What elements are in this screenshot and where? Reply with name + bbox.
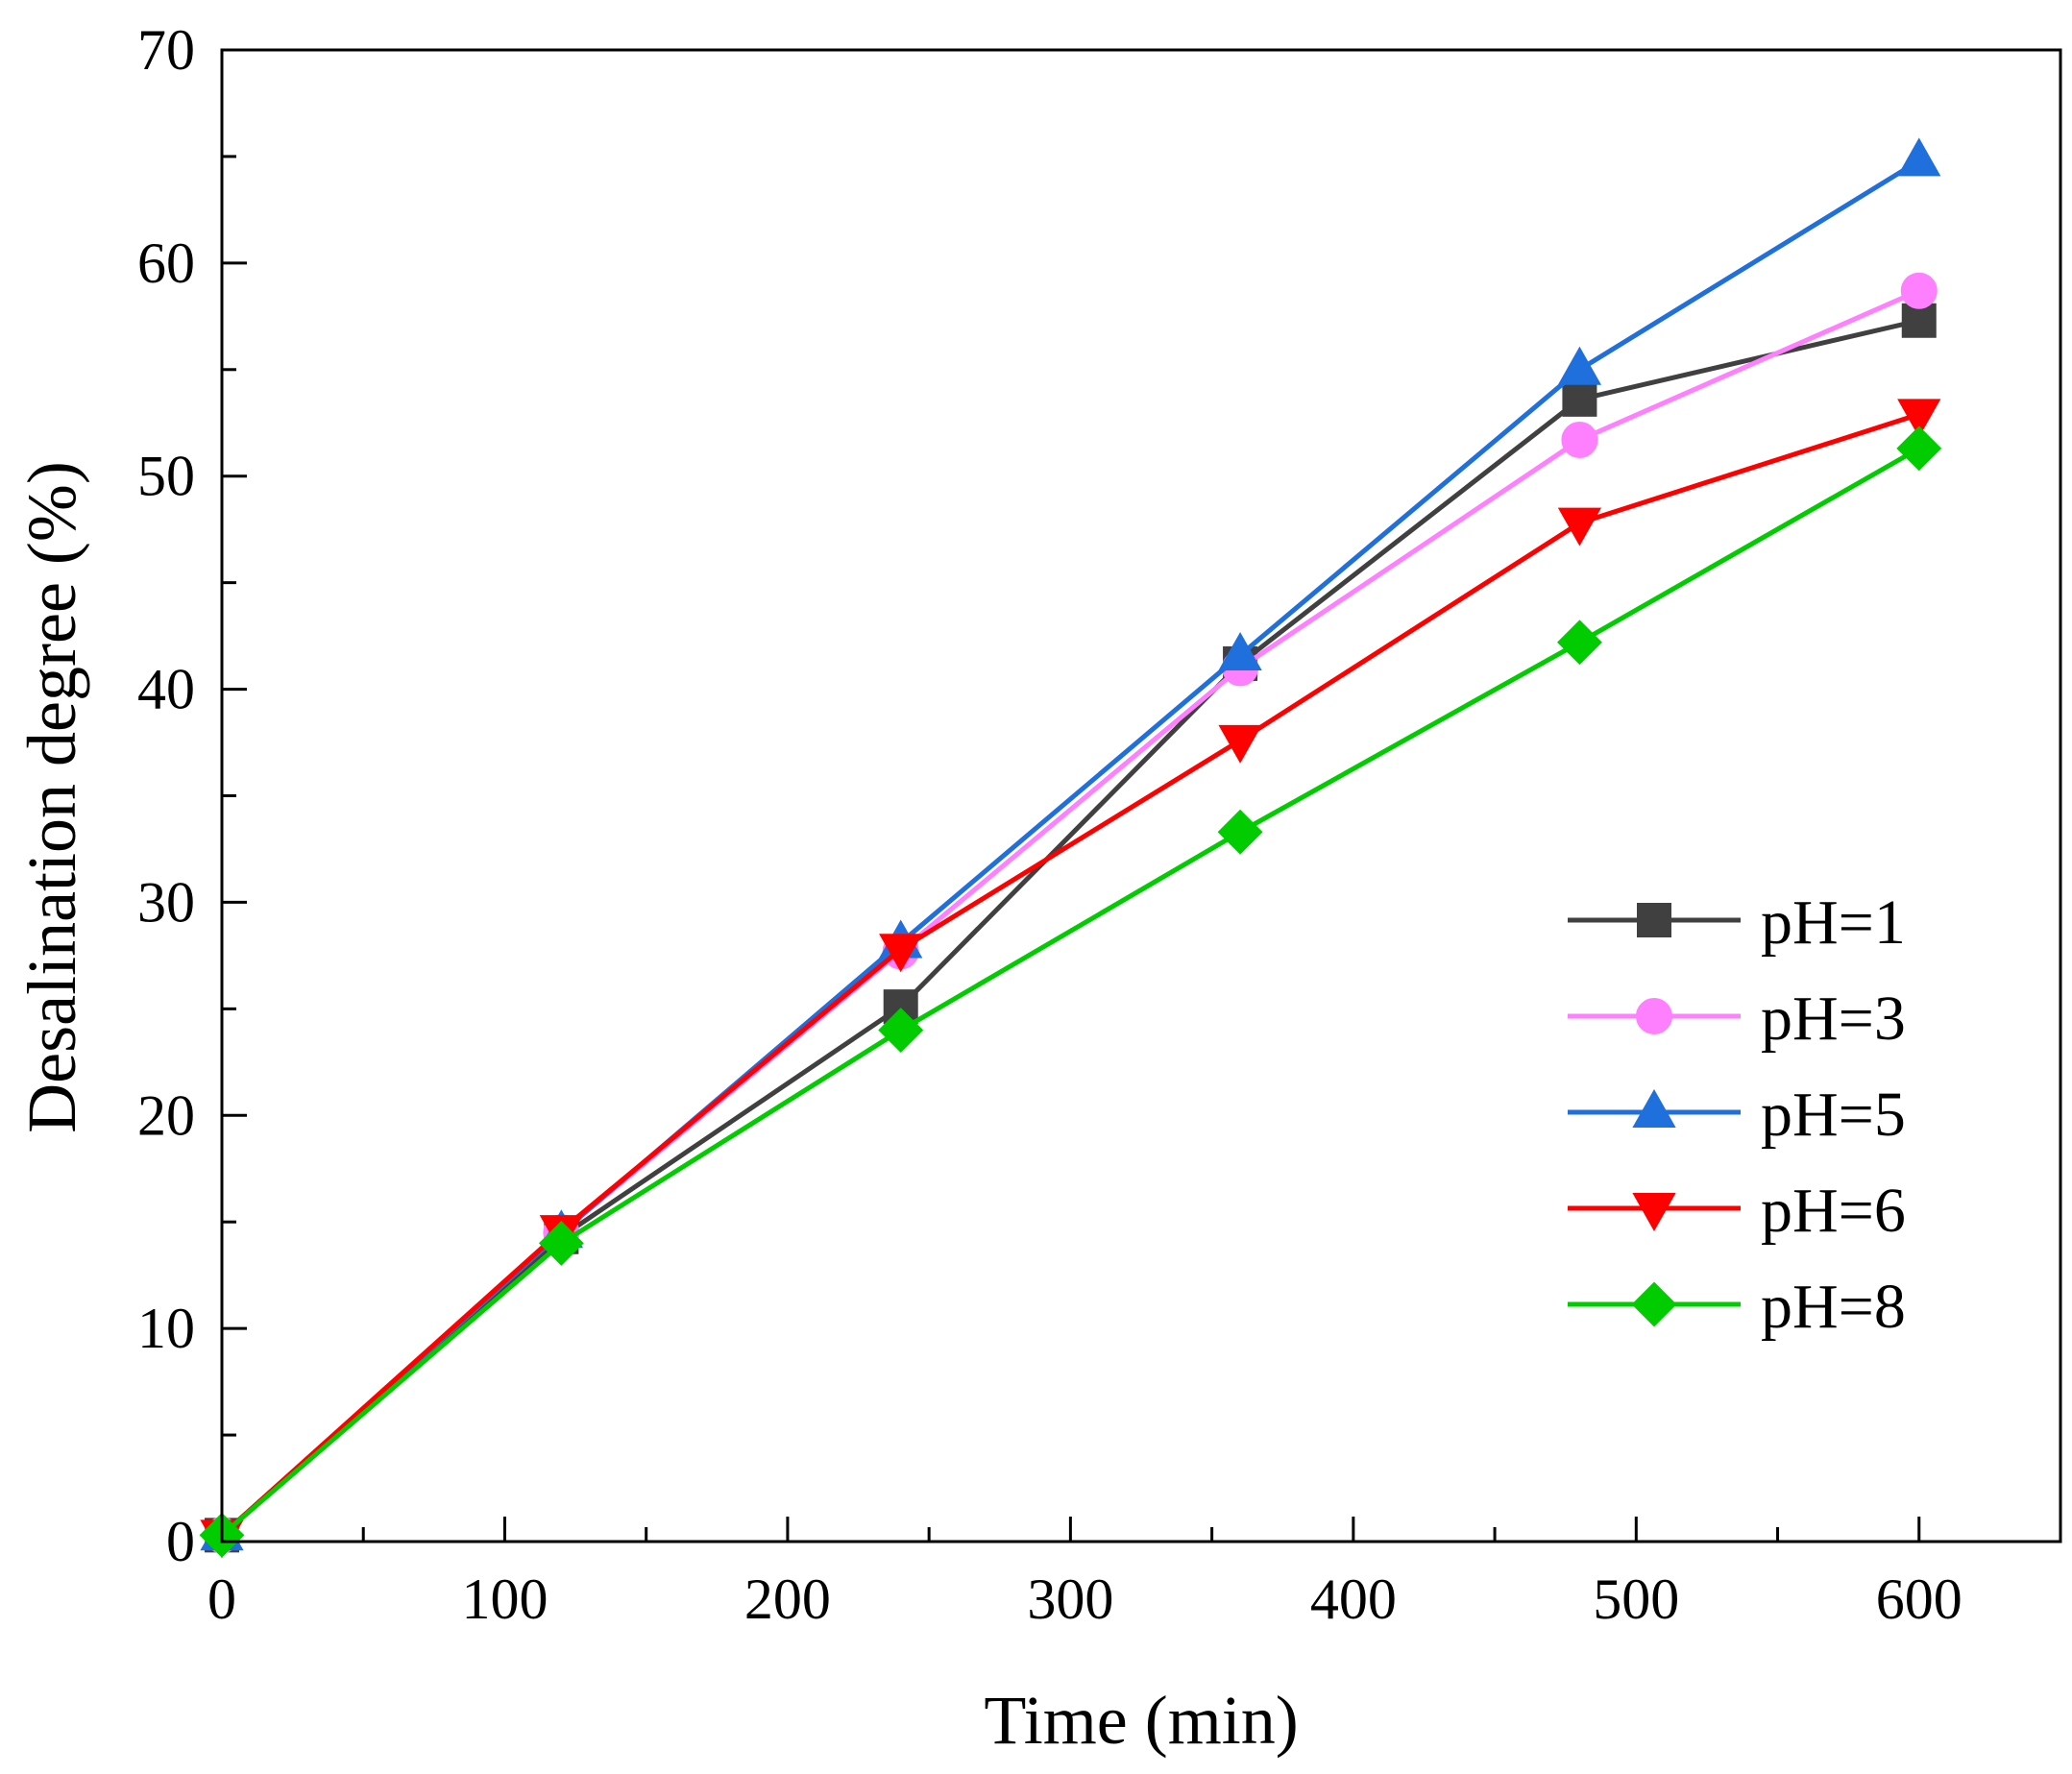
- legend-marker: [1631, 1281, 1677, 1327]
- legend-item: pH=8: [1568, 1272, 1906, 1342]
- data-point: [1896, 425, 1942, 472]
- data-point: [1557, 507, 1602, 547]
- y-tick-label: 70: [137, 18, 195, 82]
- data-point: [1900, 272, 1938, 309]
- legend-item: pH=5: [1568, 1080, 1906, 1150]
- data-point: [878, 1008, 924, 1053]
- legend-marker: [1632, 1088, 1676, 1128]
- data-point: [1897, 399, 1941, 438]
- legend-label: pH=8: [1761, 1272, 1906, 1342]
- plot-frame: [220, 48, 2062, 1543]
- legend-item: pH=3: [1568, 984, 1906, 1054]
- data-point: [1897, 137, 1941, 177]
- x-tick-label: 200: [744, 1567, 831, 1631]
- legend-item: pH=1: [1568, 887, 1906, 958]
- series-pH=8: [199, 425, 1942, 1558]
- y-tick-label: 30: [137, 870, 195, 934]
- y-tick-label: 50: [137, 445, 195, 508]
- legend-label: pH=5: [1761, 1080, 1906, 1150]
- data-point: [1901, 303, 1937, 338]
- y-tick-label: 60: [137, 231, 195, 295]
- data-point: [1557, 620, 1602, 666]
- data-point: [538, 1220, 584, 1266]
- series-line: [220, 158, 1921, 1538]
- series-line: [220, 318, 1920, 1538]
- x-tick-label: 500: [1593, 1567, 1679, 1631]
- series-pH=3: [204, 272, 1938, 1554]
- y-tick-label: 40: [137, 658, 195, 721]
- legend-marker: [1636, 998, 1672, 1034]
- legend-label: pH=6: [1761, 1176, 1906, 1246]
- data-point: [1562, 381, 1597, 417]
- y-tick-label: 10: [137, 1297, 195, 1360]
- data-point: [879, 934, 923, 973]
- y-tick-label: 20: [137, 1083, 195, 1147]
- x-tick-label: 600: [1876, 1567, 1962, 1631]
- data-point: [1557, 346, 1602, 385]
- x-tick-label: 400: [1310, 1567, 1397, 1631]
- series-line: [220, 411, 1920, 1538]
- legend-label: pH=3: [1761, 984, 1906, 1054]
- legend: pH=1 pH=3 pH=5 pH=6 pH=8: [1568, 887, 1906, 1342]
- x-tick-label: 0: [207, 1567, 236, 1631]
- y-tick-label: 0: [166, 1510, 195, 1573]
- y-axis-title: Desalination degree (%): [13, 461, 90, 1133]
- data-point: [1217, 809, 1263, 855]
- series-line: [220, 446, 1921, 1538]
- tick-labels: 0 100 200 300 400 500 600 0 10 20 30 40 50 60 70: [137, 18, 1962, 1631]
- x-tick-label: 300: [1027, 1567, 1113, 1631]
- series-pH=6: [200, 399, 1941, 1559]
- x-tick-label: 100: [461, 1567, 548, 1631]
- legend-marker: [1637, 903, 1671, 937]
- legend-item: pH=6: [1568, 1176, 1906, 1246]
- data-point: [1218, 724, 1262, 764]
- legend-label: pH=1: [1761, 887, 1906, 958]
- data-point: [1218, 632, 1262, 671]
- data-point: [1561, 421, 1598, 458]
- x-axis-title: Time (min): [984, 1682, 1298, 1759]
- legend-marker: [1632, 1193, 1676, 1232]
- plot-series: [199, 137, 1942, 1559]
